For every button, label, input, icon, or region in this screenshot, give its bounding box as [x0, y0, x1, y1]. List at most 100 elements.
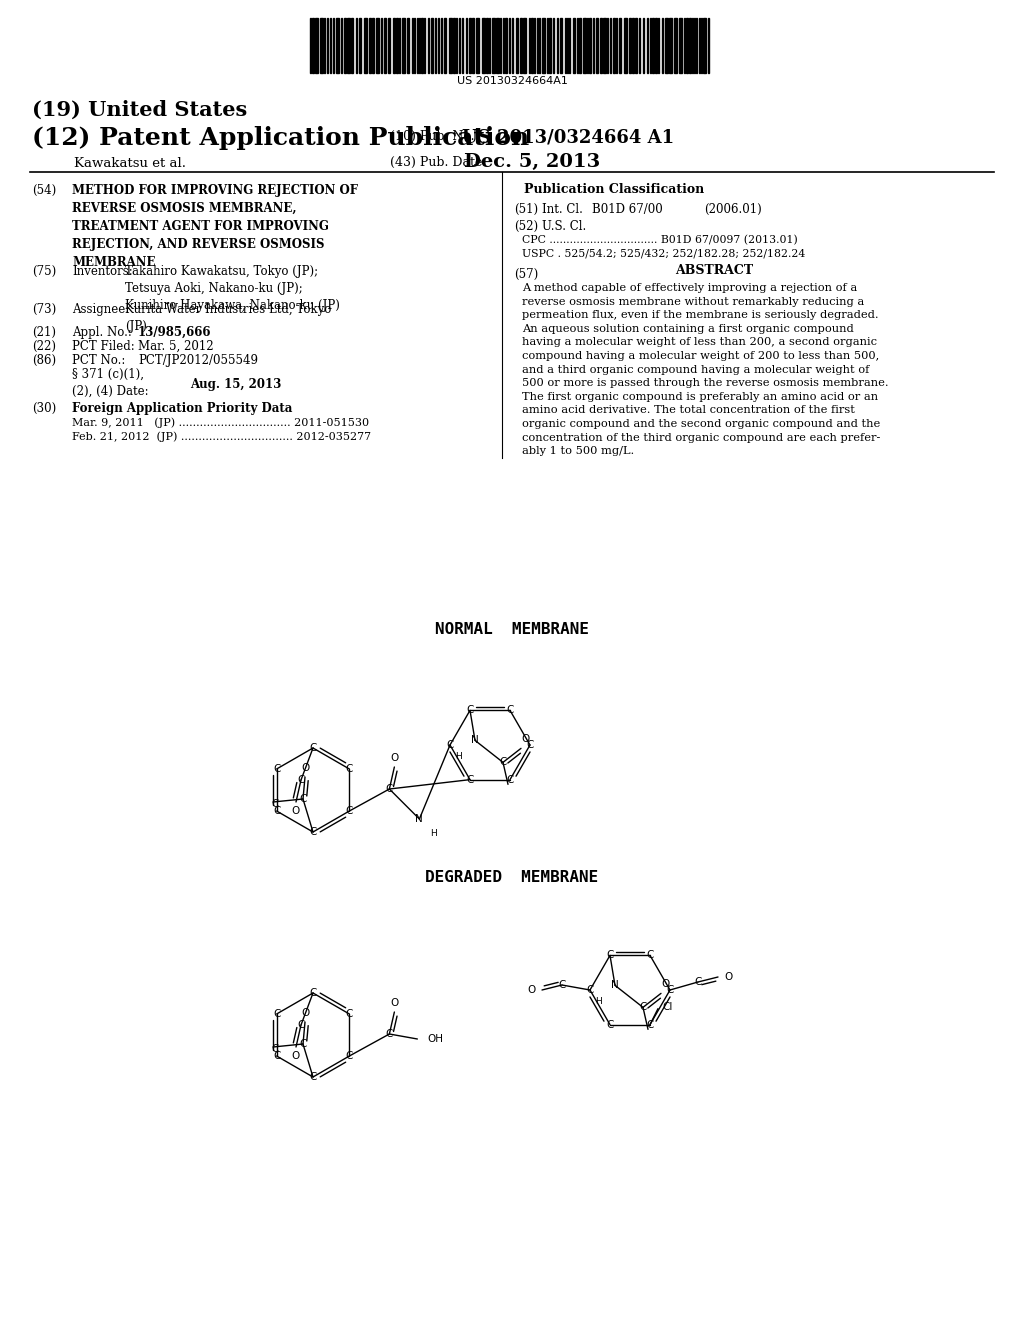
- Text: C: C: [346, 807, 353, 816]
- Text: USPC . 525/54.2; 525/432; 252/182.28; 252/182.24: USPC . 525/54.2; 525/432; 252/182.28; 25…: [522, 248, 805, 257]
- Bar: [496, 18, 499, 73]
- Bar: [486, 18, 488, 73]
- Text: (10) Pub. No.:: (10) Pub. No.:: [390, 129, 478, 143]
- Text: C: C: [500, 758, 507, 767]
- Text: (43) Pub. Date:: (43) Pub. Date:: [390, 156, 486, 169]
- Text: (30): (30): [32, 403, 56, 414]
- Bar: [655, 18, 657, 73]
- Bar: [679, 18, 682, 73]
- Bar: [393, 18, 395, 73]
- Text: C: C: [309, 987, 316, 998]
- Text: O: O: [301, 763, 309, 774]
- Bar: [347, 18, 350, 73]
- Text: § 371 (c)(1),
(2), (4) Date:: § 371 (c)(1), (2), (4) Date:: [72, 368, 148, 399]
- Text: O: O: [521, 734, 529, 744]
- Text: Mar. 5, 2012: Mar. 5, 2012: [138, 341, 214, 352]
- Bar: [369, 18, 371, 73]
- Text: Appl. No.:: Appl. No.:: [72, 326, 132, 339]
- Text: C: C: [646, 1019, 653, 1030]
- Bar: [629, 18, 631, 73]
- Text: OH: OH: [427, 1034, 443, 1044]
- Bar: [632, 18, 634, 73]
- Text: C: C: [299, 1039, 306, 1049]
- Text: C: C: [273, 1051, 281, 1061]
- Text: (22): (22): [32, 341, 56, 352]
- Bar: [579, 18, 581, 73]
- Bar: [396, 18, 398, 73]
- Text: US 2013/0324664 A1: US 2013/0324664 A1: [462, 128, 674, 147]
- Text: Mar. 9, 2011   (JP) ................................ 2011-051530: Mar. 9, 2011 (JP) ......................…: [72, 417, 369, 428]
- Bar: [444, 18, 446, 73]
- Text: C: C: [606, 1019, 613, 1030]
- Bar: [431, 18, 433, 73]
- Text: C: C: [273, 807, 281, 816]
- Bar: [364, 18, 367, 73]
- Bar: [624, 18, 627, 73]
- Bar: [376, 18, 379, 73]
- Text: Foreign Application Priority Data: Foreign Application Priority Data: [72, 403, 293, 414]
- Text: C: C: [386, 1030, 393, 1039]
- Text: (57): (57): [514, 268, 539, 281]
- Text: (51): (51): [514, 203, 539, 216]
- Text: (19) United States: (19) United States: [32, 100, 247, 120]
- Bar: [520, 18, 522, 73]
- Text: A method capable of effectively improving a rejection of a
reverse osmosis membr: A method capable of effectively improvin…: [522, 282, 889, 457]
- Text: C: C: [506, 775, 514, 784]
- Bar: [372, 18, 374, 73]
- Text: O: O: [390, 998, 398, 1008]
- Text: C: C: [297, 775, 305, 785]
- Text: C: C: [271, 1044, 279, 1053]
- Text: C: C: [346, 764, 353, 774]
- Bar: [603, 18, 606, 73]
- Bar: [453, 18, 455, 73]
- Bar: [703, 18, 706, 73]
- Text: C: C: [346, 1051, 353, 1061]
- Text: (73): (73): [32, 304, 56, 315]
- Text: C: C: [297, 1020, 305, 1030]
- Text: O: O: [301, 1008, 309, 1018]
- Text: C: C: [299, 795, 306, 804]
- Text: C: C: [466, 705, 474, 715]
- Text: O: O: [660, 979, 669, 990]
- Text: C: C: [526, 741, 534, 750]
- Text: NORMAL  MEMBRANE: NORMAL MEMBRANE: [435, 622, 589, 638]
- Text: (12) Patent Application Publication: (12) Patent Application Publication: [32, 125, 529, 150]
- Bar: [472, 18, 474, 73]
- Bar: [573, 18, 575, 73]
- Text: O: O: [292, 1051, 300, 1061]
- Bar: [421, 18, 423, 73]
- Bar: [351, 18, 353, 73]
- Text: C: C: [309, 828, 316, 837]
- Text: Int. Cl.: Int. Cl.: [542, 203, 583, 216]
- Text: Kawakatsu et al.: Kawakatsu et al.: [74, 157, 186, 170]
- Text: (75): (75): [32, 265, 56, 279]
- Text: C: C: [273, 764, 281, 774]
- Text: Assignee:: Assignee:: [72, 304, 129, 315]
- Text: Inventors:: Inventors:: [72, 265, 133, 279]
- Bar: [689, 18, 691, 73]
- Bar: [600, 18, 602, 73]
- Text: Publication Classification: Publication Classification: [524, 183, 705, 195]
- Bar: [523, 18, 526, 73]
- Text: CPC ................................ B01D 67/0097 (2013.01): CPC ................................ B01…: [522, 235, 798, 246]
- Text: O: O: [390, 752, 398, 763]
- Text: PCT No.:: PCT No.:: [72, 354, 125, 367]
- Text: C: C: [667, 985, 674, 995]
- Text: Cl: Cl: [662, 1002, 673, 1011]
- Bar: [336, 18, 339, 73]
- Text: ABSTRACT: ABSTRACT: [675, 264, 753, 277]
- Text: H: H: [456, 752, 463, 760]
- Bar: [549, 18, 551, 73]
- Text: B01D 67/00: B01D 67/00: [592, 203, 663, 216]
- Bar: [674, 18, 677, 73]
- Bar: [402, 18, 406, 73]
- Text: PCT Filed:: PCT Filed:: [72, 341, 135, 352]
- Bar: [359, 18, 361, 73]
- Text: C: C: [309, 743, 316, 752]
- Text: 13/985,666: 13/985,666: [138, 326, 212, 339]
- Text: (54): (54): [32, 183, 56, 197]
- Text: U.S. Cl.: U.S. Cl.: [542, 220, 587, 234]
- Bar: [492, 18, 495, 73]
- Bar: [344, 18, 346, 73]
- Text: O: O: [527, 985, 536, 995]
